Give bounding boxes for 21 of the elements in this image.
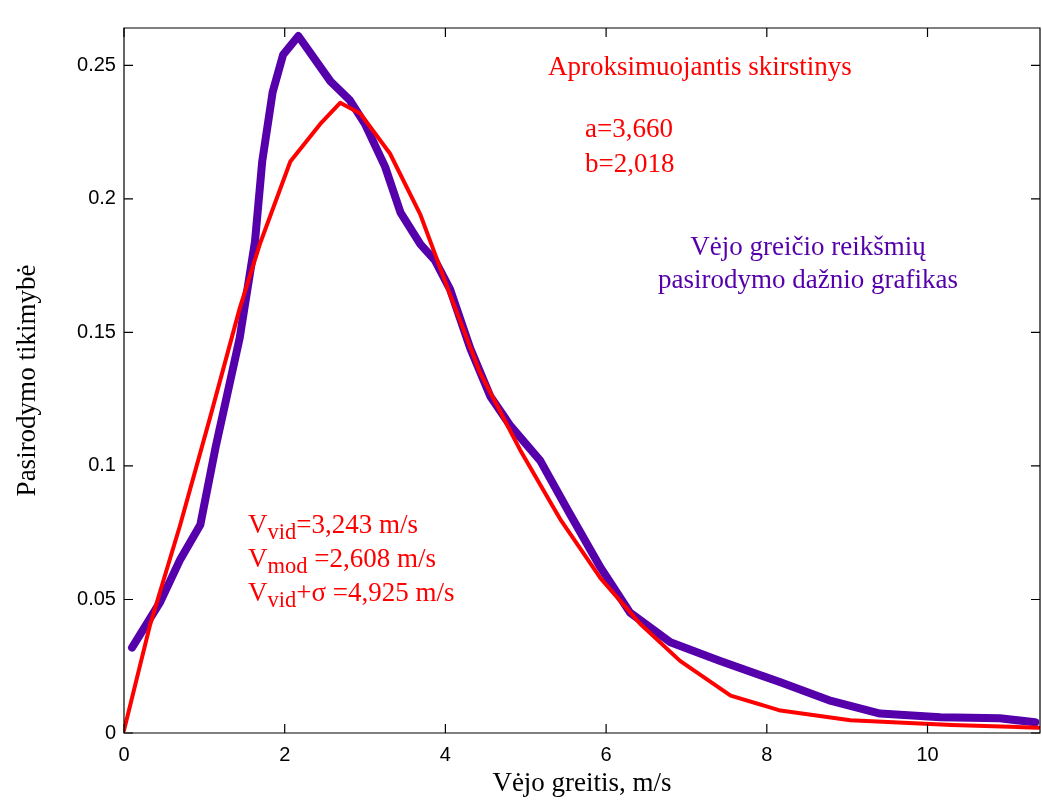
y-tick-label: 0.1 (88, 453, 116, 476)
y-tick-label: 0.25 (77, 52, 116, 75)
annotation: V$_{vid}$=3,243 m/s (248, 509, 419, 545)
annotation: b=2,018 (585, 147, 675, 180)
annotation: a=3,660 (585, 112, 673, 145)
x-tick-label: 10 (916, 742, 939, 765)
x-axis-title: Vėjo greitis, m/s (492, 766, 672, 797)
x-tick-label: 4 (439, 742, 451, 765)
x-tick-label: 8 (761, 742, 773, 765)
y-tick-label: 0.05 (77, 586, 116, 609)
text: Vėjo greičio reikšmių pasirodymo dažnio grafikas (657, 230, 959, 296)
y-tick-label: 0.2 (88, 186, 116, 209)
y-tick-label: 0.15 (77, 319, 116, 342)
annotation: V$_{mod}$ =2,608 m/s (248, 543, 437, 579)
annotation: V$_{vid}$+σ =4,925 m/s (248, 576, 455, 615)
y-axis-title: Pasirodymo tikimybė (11, 264, 42, 497)
x-tick-label: 0 (118, 742, 130, 765)
x-tick-label: 2 (279, 742, 291, 765)
y-tick-label: 0 (104, 720, 116, 743)
x-tick-label: 6 (600, 742, 612, 765)
text: Aproksimuojantis skirstinys (547, 50, 853, 83)
